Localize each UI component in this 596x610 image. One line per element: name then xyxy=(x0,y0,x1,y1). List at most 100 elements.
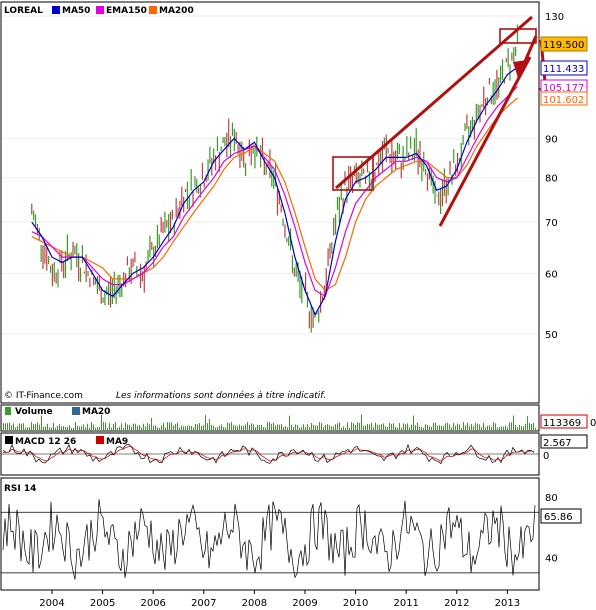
legend-ema150: EMA150 xyxy=(106,6,147,16)
volume-bar xyxy=(447,422,448,430)
macd-title: MACD 12 26 xyxy=(15,437,76,447)
volume-bar xyxy=(207,423,208,430)
volume-bar xyxy=(327,424,328,430)
volume-bar xyxy=(353,423,354,430)
volume-bar xyxy=(73,427,74,430)
volume-bar xyxy=(189,425,190,430)
volume-bar xyxy=(455,425,456,430)
rsi-y-axis: 40 80 xyxy=(545,493,558,565)
volume-bar xyxy=(407,423,408,430)
volume-bar xyxy=(339,422,340,430)
volume-bars xyxy=(3,414,536,430)
consolidation-box xyxy=(332,156,374,191)
volume-bar xyxy=(79,426,80,430)
volume-bar xyxy=(405,424,406,430)
volume-bar xyxy=(383,423,384,430)
arrow-head-1 xyxy=(513,60,527,78)
volume-bar xyxy=(91,422,92,430)
volume-bar xyxy=(171,422,172,430)
volume-bar xyxy=(87,423,88,430)
volume-bar xyxy=(213,425,214,430)
volume-bar xyxy=(423,427,424,430)
volume-bar xyxy=(419,426,420,430)
volume-bar xyxy=(211,425,212,430)
volume-bar xyxy=(281,424,282,430)
volume-bar xyxy=(7,423,8,430)
volume-bar xyxy=(203,425,204,430)
volume-bar xyxy=(525,423,526,430)
x-tick-label: 2007 xyxy=(191,598,216,609)
volume-bar xyxy=(505,425,506,430)
macd-tag xyxy=(540,434,588,449)
x-tick-label: 2008 xyxy=(242,598,267,609)
volume-bar xyxy=(365,425,366,430)
volume-bar xyxy=(275,425,276,430)
volume-bar xyxy=(77,425,78,430)
volume-bar xyxy=(249,424,250,430)
volume-bar xyxy=(255,427,256,430)
volume-bar xyxy=(233,425,234,430)
volume-bar xyxy=(513,415,514,430)
volume-bar xyxy=(71,427,72,430)
volume-bar xyxy=(173,425,174,430)
volume-bar xyxy=(443,425,444,430)
volume-bar xyxy=(413,415,414,430)
volume-bar xyxy=(45,426,46,430)
volume-bar xyxy=(231,422,232,430)
volume-bar xyxy=(305,426,306,430)
volume-bar xyxy=(83,424,84,430)
volume-bar xyxy=(335,424,336,430)
volume-bar xyxy=(105,422,106,430)
volume-bar xyxy=(169,422,170,430)
volume-bar xyxy=(421,427,422,430)
rsi-tag xyxy=(540,508,582,524)
volume-bar xyxy=(113,424,114,430)
volume-bar xyxy=(93,424,94,430)
chart-title: LOREAL xyxy=(4,6,43,16)
volume-bar xyxy=(247,422,248,430)
x-tick-label: 2009 xyxy=(292,598,317,609)
volume-bar xyxy=(485,427,486,430)
volume-bar xyxy=(81,426,82,430)
volume-bar xyxy=(489,425,490,430)
volume-bar xyxy=(47,423,48,430)
volume-bar xyxy=(309,427,310,430)
legend-ma50: MA50 xyxy=(62,6,90,16)
price-y-tick: 90 xyxy=(545,134,558,145)
volume-bar xyxy=(427,425,428,430)
volume-bar xyxy=(469,426,470,430)
volume-bar xyxy=(167,422,168,430)
volume-bar xyxy=(479,424,480,430)
volume-bar xyxy=(279,424,280,430)
ma50-line xyxy=(31,66,518,316)
volume-bar xyxy=(533,422,534,430)
ema150-line xyxy=(31,86,518,298)
volume-bar xyxy=(5,423,6,430)
rsi-title: RSI 14 xyxy=(4,484,36,494)
volume-bar xyxy=(507,427,508,430)
volume-bar xyxy=(481,427,482,430)
volume-bar xyxy=(301,427,302,430)
volume-bar xyxy=(161,425,162,430)
volume-bar xyxy=(11,425,12,430)
volume-bar xyxy=(15,427,16,430)
volume-bar xyxy=(197,424,198,430)
volume-bar xyxy=(39,424,40,430)
volume-bar xyxy=(37,422,38,430)
volume-bar xyxy=(499,427,500,430)
rsi-y-tick: 40 xyxy=(545,554,558,565)
volume-bar xyxy=(521,426,522,430)
price-y-tick: 80 xyxy=(545,174,558,185)
volume-bar xyxy=(449,424,450,430)
last-value-tags: 119.500 111.433 105.177 101.602 xyxy=(540,36,588,106)
volume-bar xyxy=(337,423,338,430)
volume-bar xyxy=(57,426,58,430)
volume-bar xyxy=(373,427,374,430)
volume-bar xyxy=(529,423,530,430)
volume-bar xyxy=(253,424,254,430)
volume-bar xyxy=(273,422,274,430)
volume-bar xyxy=(225,427,226,430)
volume-bar xyxy=(29,427,30,430)
x-tick-label: 2013 xyxy=(495,598,520,609)
volume-bar xyxy=(33,424,34,430)
